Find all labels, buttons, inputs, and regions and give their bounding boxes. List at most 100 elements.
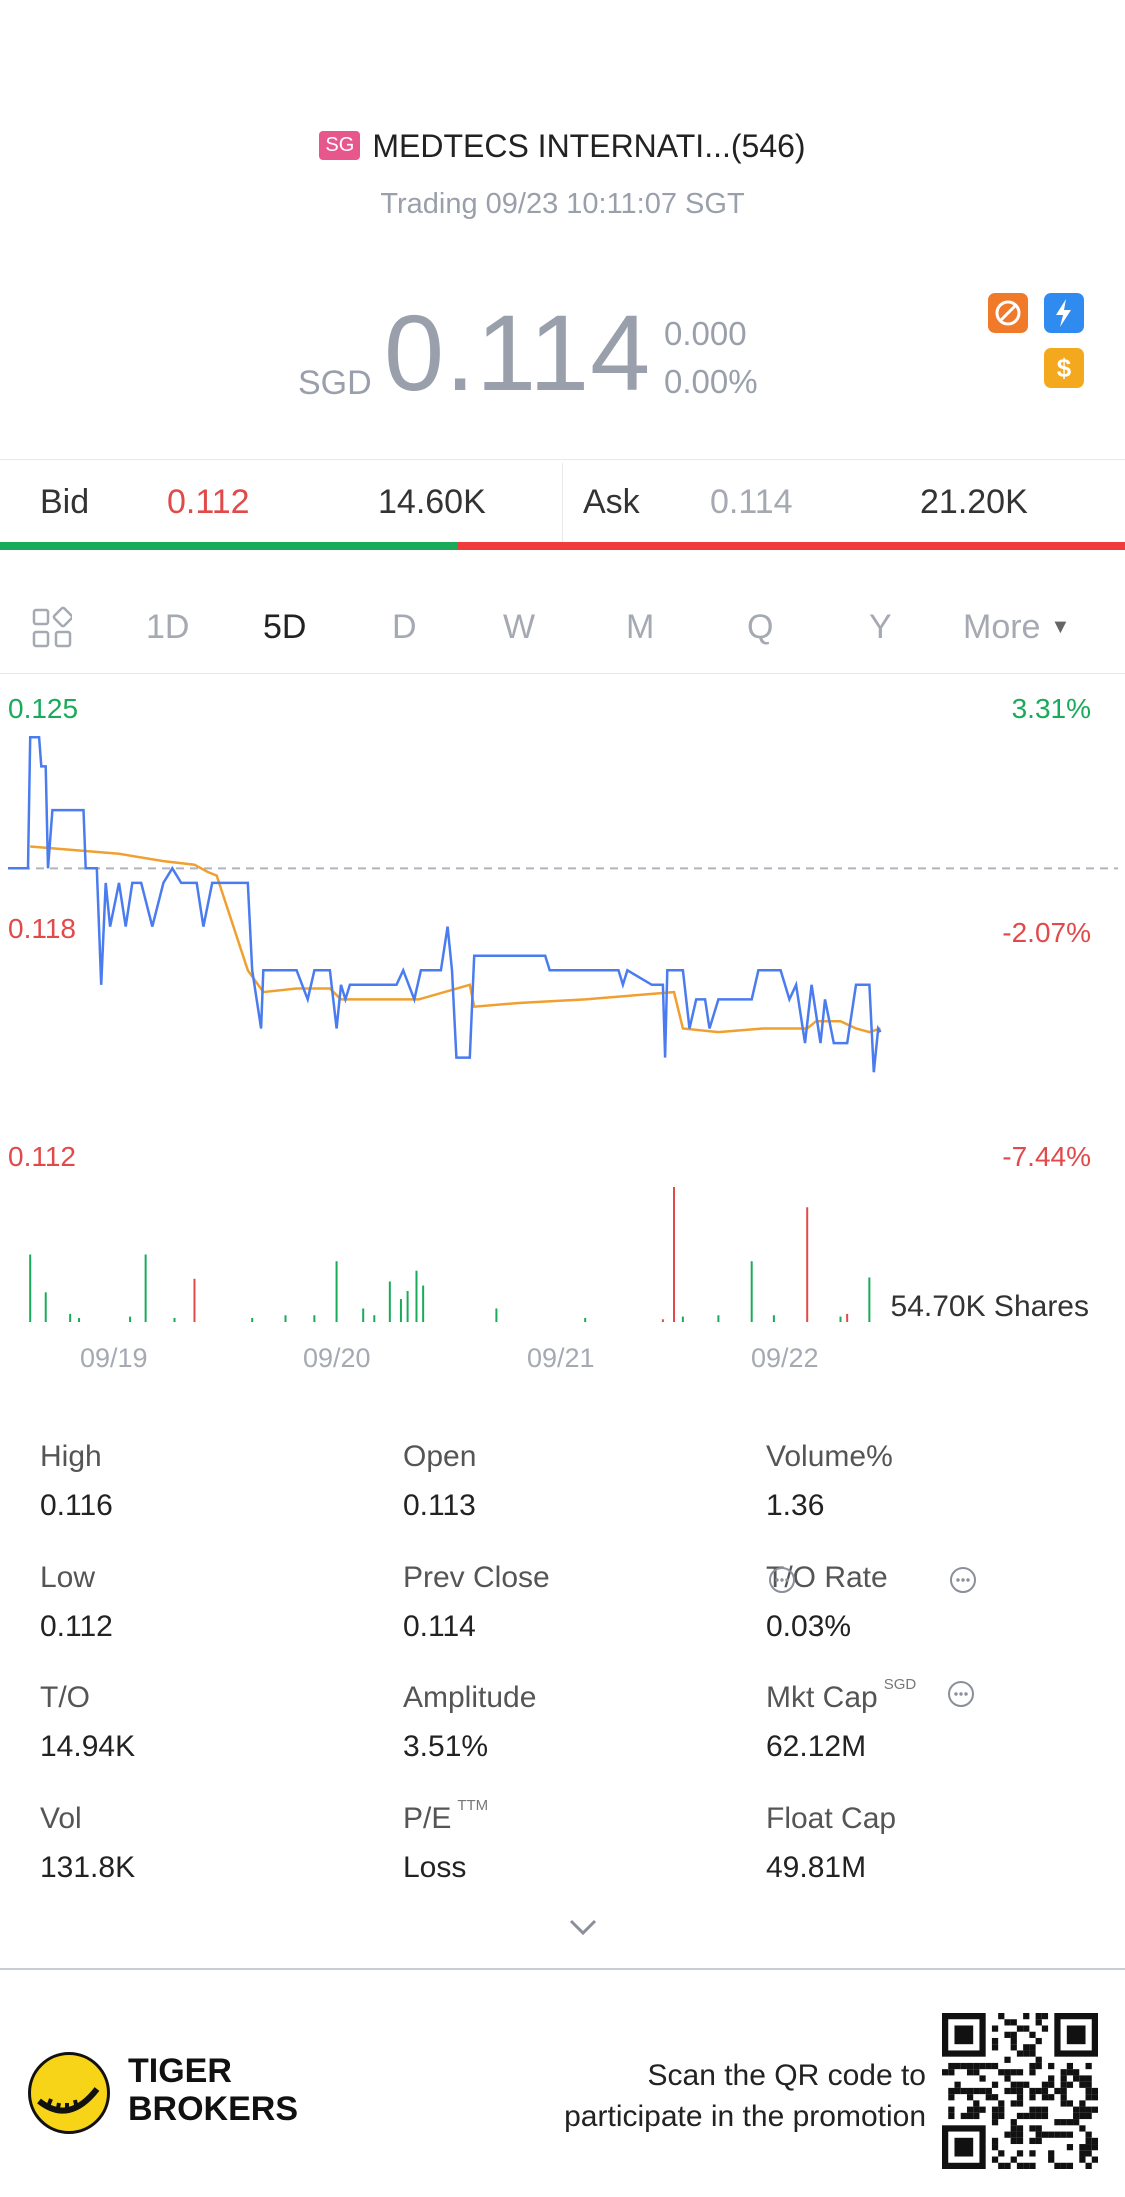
volume-bar <box>846 1313 849 1322</box>
market-badge: SG <box>319 131 361 161</box>
brand-line1: TIGER <box>128 2052 232 2090</box>
volume-bar <box>388 1281 391 1322</box>
stat-label: Prev Close <box>403 1561 550 1594</box>
stock-title: MEDTECS INTERNATI...(546) <box>372 128 806 164</box>
volume-bar <box>415 1270 418 1322</box>
ask-volume-bar <box>458 542 1125 550</box>
date-label: 09/21 <box>527 1343 595 1373</box>
tab-y[interactable]: Y <box>869 608 892 646</box>
volume-bar <box>495 1308 498 1322</box>
stat-label: Open <box>403 1440 477 1473</box>
info-icon[interactable] <box>949 1566 977 1599</box>
stat-label-superscript: SGD <box>883 1676 917 1693</box>
promo-line2: participate in the promotion <box>564 2100 926 2133</box>
period-tabs: 1D 5D D W M Q Y More ▼ <box>0 600 1125 660</box>
bid-volume-bar <box>0 542 458 550</box>
price-line <box>8 736 882 1073</box>
last-price: 0.114 <box>384 292 652 413</box>
volume-bar <box>406 1290 409 1322</box>
stat-label: T/O <box>40 1681 90 1714</box>
promo-line1: Scan the QR code to <box>647 2059 927 2092</box>
volume-bar <box>772 1315 775 1322</box>
brand-line2: BROKERS <box>128 2090 299 2128</box>
stat-value: Loss <box>403 1851 467 1884</box>
average-price-line <box>30 845 881 1034</box>
tab-d[interactable]: D <box>392 608 417 646</box>
tab-5d[interactable]: 5D <box>263 608 307 646</box>
volume-bar <box>193 1278 196 1322</box>
volume-bar <box>251 1317 254 1322</box>
price-change: 0.000 <box>664 315 747 352</box>
stat-label: Mkt Cap SGD <box>766 1676 917 1714</box>
promo-text: Scan the QR code to participate in the p… <box>564 2055 926 2137</box>
stat-value: 14.94K <box>40 1730 136 1763</box>
stat-value: 3.51% <box>403 1730 489 1763</box>
qr-code[interactable] <box>942 2013 1098 2169</box>
brand-name: TIGER BROKERS <box>128 2052 298 2128</box>
pct-axis-top-label: 3.31% <box>1011 693 1091 724</box>
stat-value: 0.116 <box>40 1489 113 1522</box>
volume-bar <box>284 1315 287 1322</box>
info-icon[interactable] <box>768 1566 796 1599</box>
dollar-badge-text: $ <box>1056 353 1072 383</box>
ask-price: 0.114 <box>710 483 793 521</box>
currency-label: SGD <box>298 364 372 402</box>
stat-label: P/E TTM <box>403 1797 489 1835</box>
tab-more[interactable]: More ▼ <box>963 608 1070 647</box>
volume-bar <box>29 1254 32 1322</box>
volume-bar <box>335 1261 338 1322</box>
stat-value: 0.114 <box>403 1610 476 1643</box>
volume-bar <box>661 1319 664 1322</box>
tiger-logo-icon <box>28 2052 110 2134</box>
stat-label: Volume% <box>766 1440 893 1473</box>
stat-value: 62.12M <box>766 1730 867 1763</box>
volume-bar <box>399 1299 402 1322</box>
volume-bar <box>750 1261 753 1322</box>
volume-bar <box>69 1313 72 1322</box>
ask-label: Ask <box>583 483 640 521</box>
chart-layout-icon[interactable] <box>32 606 74 659</box>
volume-label: 54.70K Shares <box>890 1290 1089 1323</box>
price-change-pct: 0.00% <box>664 363 758 400</box>
tab-m[interactable]: M <box>626 608 655 646</box>
stat-label: Vol <box>40 1802 82 1835</box>
date-label: 09/22 <box>751 1343 819 1373</box>
volume-bar <box>373 1315 376 1322</box>
volume-bar <box>681 1316 684 1322</box>
footer-divider <box>0 1968 1125 1970</box>
volume-bar <box>868 1277 871 1322</box>
stat-label: Float Cap <box>766 1802 897 1835</box>
chevron-down-icon[interactable] <box>566 1916 600 1943</box>
date-label: 09/19 <box>80 1343 148 1373</box>
dollar-icon[interactable]: $ <box>1044 348 1084 388</box>
bid-price: 0.112 <box>167 483 250 521</box>
tab-more-label: More <box>963 608 1041 646</box>
ask-size: 21.20K <box>920 483 1028 521</box>
stat-value: 0.112 <box>40 1610 113 1643</box>
stat-value: 0.03% <box>766 1610 852 1643</box>
bid-label: Bid <box>40 483 90 521</box>
volume-bar <box>673 1187 675 1322</box>
price-chart[interactable] <box>0 675 1125 1335</box>
stat-label: High <box>40 1440 102 1473</box>
stock-title-row: SG MEDTECS INTERNATI...(546) <box>0 128 1125 165</box>
info-icon[interactable] <box>947 1680 975 1713</box>
no-shorting-icon[interactable] <box>988 293 1028 333</box>
tab-q[interactable]: Q <box>747 608 774 646</box>
volume-bar <box>806 1207 809 1322</box>
y-axis-bottom-label: 0.112 <box>8 1141 76 1172</box>
volume-bar <box>422 1285 425 1322</box>
stat-label: Low <box>40 1561 96 1594</box>
volume-bar <box>44 1292 47 1322</box>
bid-size: 14.60K <box>378 483 486 521</box>
stat-label-superscript: TTM <box>457 1797 489 1814</box>
volume-bar <box>584 1317 587 1322</box>
volume-bar <box>839 1316 842 1322</box>
lightning-icon[interactable] <box>1044 293 1084 333</box>
pct-axis-bottom-label: -7.44% <box>1002 1141 1091 1172</box>
volume-bar <box>313 1315 316 1322</box>
tab-1d[interactable]: 1D <box>146 608 190 646</box>
y-axis-top-label: 0.125 <box>8 693 79 724</box>
y-axis-mid-label: 0.118 <box>8 913 76 944</box>
tab-w[interactable]: W <box>503 608 536 646</box>
